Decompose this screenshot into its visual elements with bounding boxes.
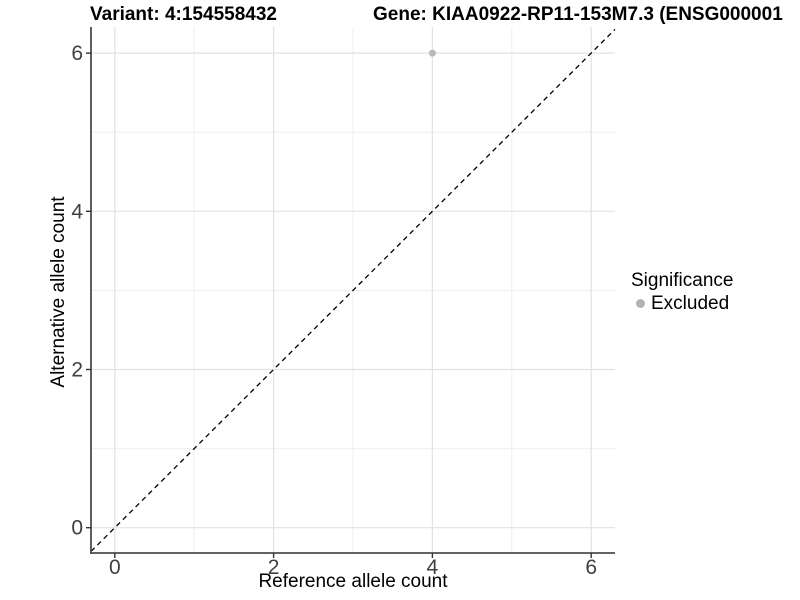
y-tick-label: 6	[71, 42, 83, 65]
x-tick-label: 4	[427, 556, 439, 579]
y-axis-title: Alternative allele count	[48, 196, 69, 388]
gene-title: Gene: KIAA0922-RP11-153M7.3 (ENSG000001	[373, 4, 783, 25]
data-point	[428, 49, 436, 57]
legend-item-label: Excluded	[651, 293, 730, 314]
y-tick-label: 0	[71, 517, 83, 540]
excluded-point-icon	[636, 299, 645, 308]
x-tick-label: 2	[268, 556, 280, 579]
y-tick-label: 2	[71, 358, 83, 381]
y-tick-label: 4	[71, 200, 83, 223]
legend-item-excluded: Excluded	[630, 292, 733, 315]
variant-title: Variant: 4:154558432	[90, 4, 277, 25]
x-tick-label: 6	[585, 556, 597, 579]
x-tick-label: 0	[109, 556, 121, 579]
x-axis-title: Reference allele count	[258, 571, 448, 592]
identity-line	[90, 28, 616, 552]
legend: Significance Excluded	[630, 270, 733, 315]
legend-title: Significance	[631, 270, 734, 291]
